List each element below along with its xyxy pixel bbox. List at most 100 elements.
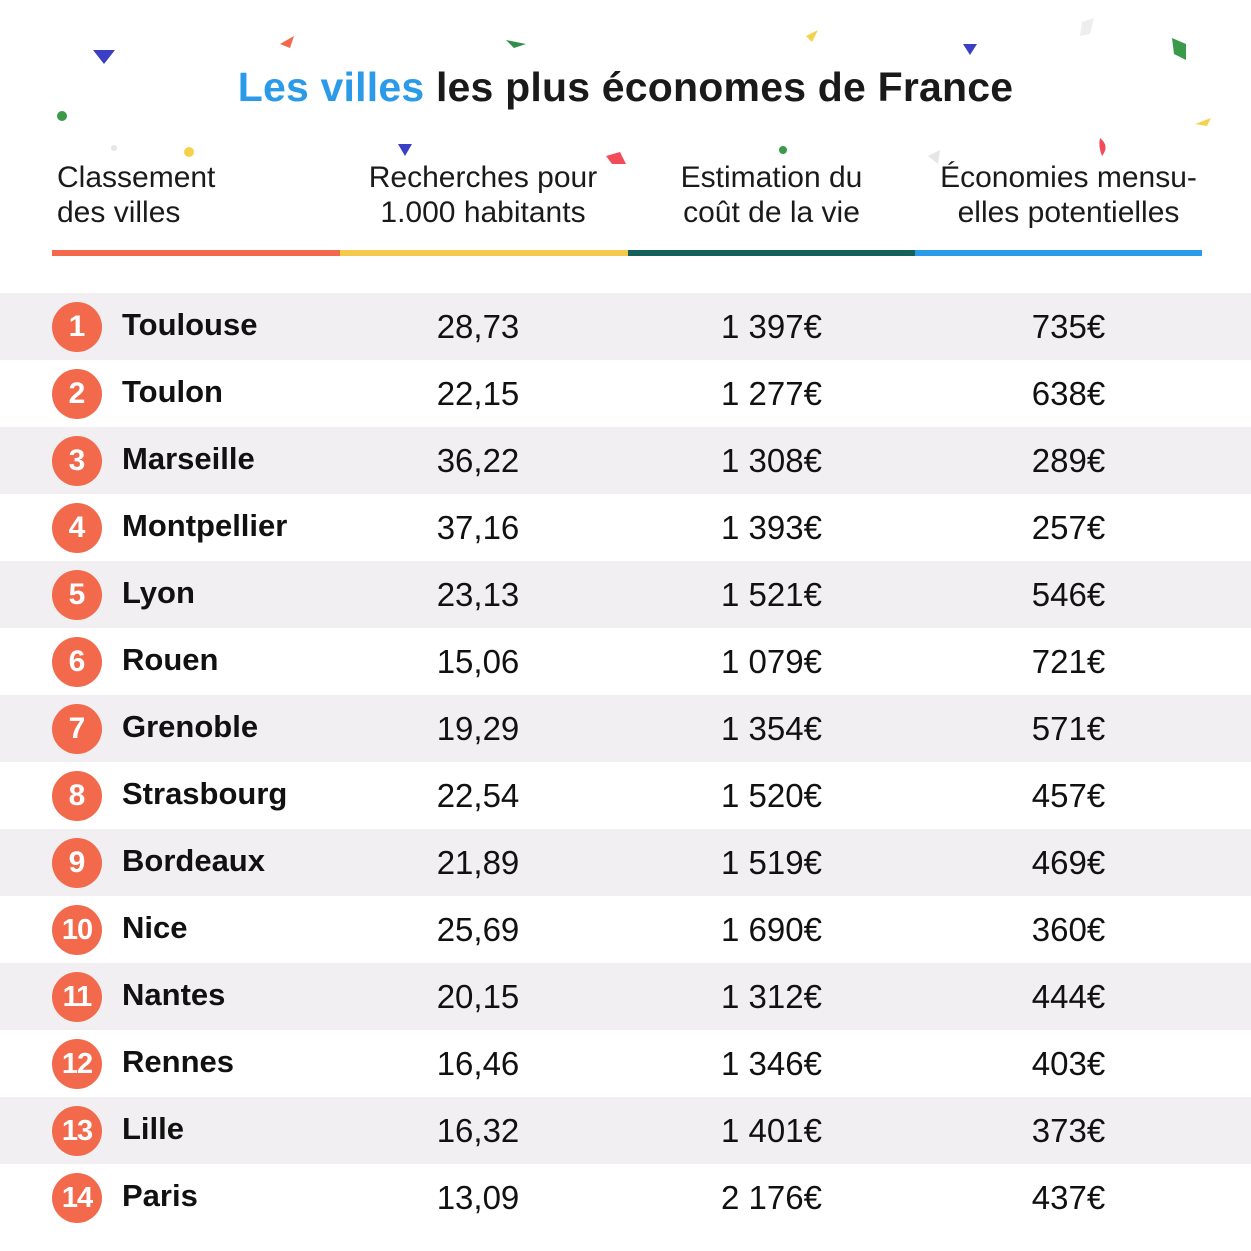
savings-value: 638€ (1031, 375, 1106, 412)
savings-value: 444€ (1031, 978, 1106, 1015)
city-name: Nantes (122, 977, 226, 1012)
table-row: 13 Lille 16,32 1 401€ 373€ (0, 1097, 1251, 1164)
cost-value: 1 277€ (721, 375, 822, 412)
savings-value: 257€ (1031, 509, 1106, 546)
table-row: 3 Marseille 36,22 1 308€ 289€ (0, 427, 1251, 494)
savings-value: 721€ (1031, 643, 1106, 680)
savings-value: 546€ (1031, 576, 1106, 613)
table-row: 10 Nice 25,69 1 690€ 360€ (0, 896, 1251, 963)
savings-value: 403€ (1031, 1045, 1106, 1082)
table-row: 1 Toulouse 28,73 1 397€ 735€ (0, 293, 1251, 360)
city-name: Strasbourg (122, 776, 288, 811)
header-cost-line2: coût de la vie (683, 196, 860, 229)
rank-badge: 2 (52, 369, 102, 419)
city-name: Lyon (122, 575, 195, 610)
rank-badge: 14 (52, 1173, 102, 1223)
cost-value: 1 079€ (721, 643, 822, 680)
rank-badge: 6 (52, 637, 102, 687)
underline-rank (52, 250, 340, 256)
city-name: Nice (122, 910, 188, 945)
table-row: 2 Toulon 22,15 1 277€ 638€ (0, 360, 1251, 427)
header-cost: Estimation du coût de la vie (628, 160, 915, 230)
table-row: 12 Rennes 16,46 1 346€ 403€ (0, 1030, 1251, 1097)
rank-badge: 12 (52, 1039, 102, 1089)
searches-value: 23,13 (436, 576, 520, 613)
city-name: Paris (122, 1178, 198, 1213)
cost-value: 1 401€ (721, 1112, 822, 1149)
savings-value: 360€ (1031, 911, 1106, 948)
city-name: Grenoble (122, 709, 259, 744)
confetti-decoration (57, 18, 1211, 164)
table-row: 14 Paris 13,09 2 176€ 437€ (0, 1164, 1251, 1231)
header-savings-line2: elles potentielles (957, 196, 1180, 229)
searches-value: 22,54 (436, 777, 520, 814)
table-row: 8 Strasbourg 22,54 1 520€ 457€ (0, 762, 1251, 829)
table-row: 5 Lyon 23,13 1 521€ 546€ (0, 561, 1251, 628)
rank-badge: 3 (52, 436, 102, 486)
savings-value: 469€ (1031, 844, 1106, 881)
header-rank: Classement des villes (57, 160, 215, 230)
table-row: 9 Bordeaux 21,89 1 519€ 469€ (0, 829, 1251, 896)
underline-cost (628, 250, 915, 256)
rank-badge: 11 (52, 972, 102, 1022)
table-row: 6 Rouen 15,06 1 079€ 721€ (0, 628, 1251, 695)
cost-value: 1 690€ (721, 911, 822, 948)
rank-badge: 8 (52, 771, 102, 821)
searches-value: 15,06 (436, 643, 520, 680)
cost-value: 1 520€ (721, 777, 822, 814)
table-row: 4 Montpellier 37,16 1 393€ 257€ (0, 494, 1251, 561)
cost-value: 1 354€ (721, 710, 822, 747)
cost-value: 2 176€ (721, 1179, 822, 1216)
searches-value: 19,29 (436, 710, 520, 747)
city-name: Montpellier (122, 508, 288, 543)
city-name: Bordeaux (122, 843, 265, 878)
underline-savings (915, 250, 1202, 256)
searches-value: 16,32 (436, 1112, 520, 1149)
savings-value: 289€ (1031, 442, 1106, 479)
cost-value: 1 312€ (721, 978, 822, 1015)
header-rank-line2: des villes (57, 196, 181, 229)
rank-badge: 7 (52, 704, 102, 754)
savings-value: 571€ (1031, 710, 1106, 747)
savings-value: 735€ (1031, 308, 1106, 345)
searches-value: 16,46 (436, 1045, 520, 1082)
underline-searches (340, 250, 628, 256)
cost-value: 1 519€ (721, 844, 822, 881)
cost-value: 1 346€ (721, 1045, 822, 1082)
rank-badge: 1 (52, 302, 102, 352)
table-row: 11 Nantes 20,15 1 312€ 444€ (0, 963, 1251, 1030)
rank-badge: 10 (52, 905, 102, 955)
rank-badge: 13 (52, 1106, 102, 1156)
searches-value: 22,15 (436, 375, 520, 412)
searches-value: 28,73 (436, 308, 520, 345)
city-name: Toulouse (122, 307, 258, 342)
header-searches-line1: Recherches pour (368, 161, 598, 194)
header-searches-line2: 1.000 habitants (380, 196, 586, 229)
searches-value: 13,09 (436, 1179, 520, 1216)
rank-badge: 9 (52, 838, 102, 888)
header-cost-line1: Estimation du (680, 161, 863, 194)
savings-value: 457€ (1031, 777, 1106, 814)
city-name: Rennes (122, 1044, 234, 1079)
searches-value: 20,15 (436, 978, 520, 1015)
rank-badge: 4 (52, 503, 102, 553)
table-body: 1 Toulouse 28,73 1 397€ 735€ 2 Toulon 22,15 1 27… (0, 293, 1251, 1231)
rank-badge: 5 (52, 570, 102, 620)
cost-value: 1 521€ (721, 576, 822, 613)
header-savings: Économies mensu- elles potentielles (915, 160, 1222, 230)
title-rest: les plus économes de France (435, 64, 1014, 110)
cost-value: 1 393€ (721, 509, 822, 546)
header-rank-line1: Classement (57, 161, 216, 194)
page-title: Les villes les plus économes de France (0, 64, 1251, 111)
cost-value: 1 397€ (721, 308, 822, 345)
cost-value: 1 308€ (721, 442, 822, 479)
searches-value: 37,16 (436, 509, 520, 546)
savings-value: 437€ (1031, 1179, 1106, 1216)
city-name: Marseille (122, 441, 255, 476)
searches-value: 25,69 (436, 911, 520, 948)
searches-value: 21,89 (436, 844, 520, 881)
searches-value: 36,22 (436, 442, 520, 479)
header-searches: Recherches pour 1.000 habitants (340, 160, 626, 230)
header-savings-line1: Économies mensu- (940, 161, 1197, 194)
title-accent: Les villes (237, 64, 425, 110)
